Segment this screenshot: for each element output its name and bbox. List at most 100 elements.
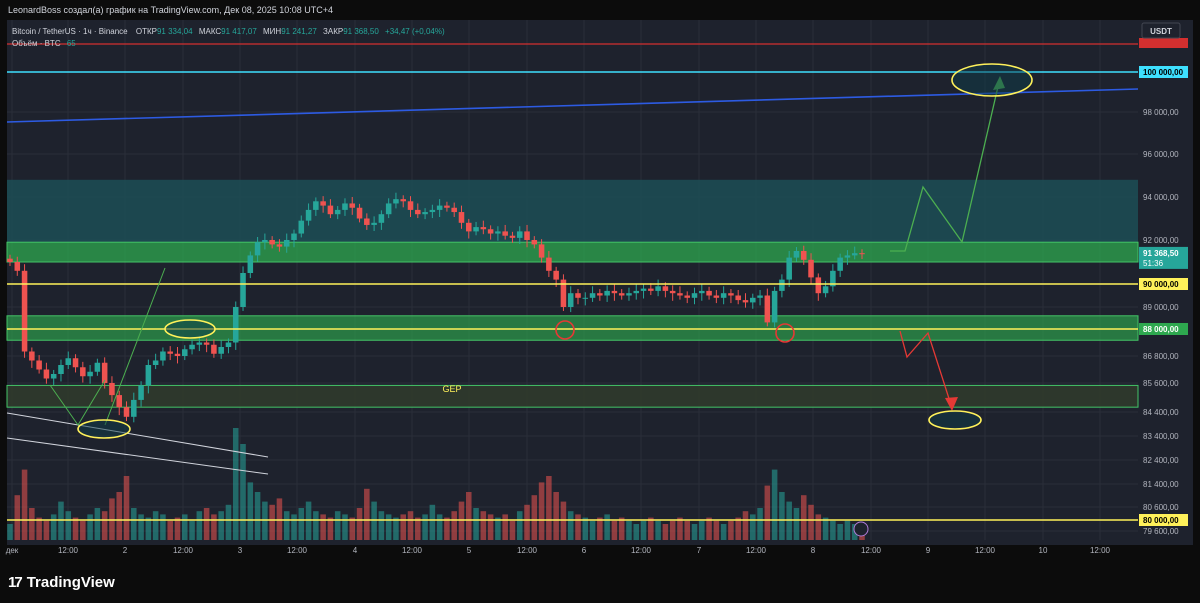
price-tag-88000: 88 000,00 [1143, 325, 1179, 334]
price-tick-label: 94 000,00 [1143, 193, 1179, 202]
volume-bar [87, 514, 93, 540]
volume-bar [400, 514, 406, 540]
price-tick-label: 84 400,00 [1143, 408, 1179, 417]
candle-body [152, 360, 159, 365]
volume-bar [648, 517, 654, 540]
candle-body [531, 240, 538, 245]
volume-bar [218, 511, 224, 540]
candle-body [830, 270, 836, 287]
zone-gap [6, 384, 1139, 408]
volume-bar [152, 511, 159, 540]
volume-bar [473, 508, 479, 540]
price-tag-100000-bg [1139, 66, 1188, 78]
candle-body [713, 295, 720, 298]
trendline-blue [6, 88, 1139, 123]
time-tick-label: 10 [1039, 546, 1048, 555]
candle-body [444, 205, 450, 208]
candle-body [393, 199, 399, 204]
legend-close-value: 91 368,50 [343, 27, 379, 36]
candle-body [480, 227, 487, 230]
volume-bar [247, 482, 254, 540]
volume-bar [626, 520, 632, 540]
volume-bar [684, 520, 690, 540]
volume-bar [764, 485, 771, 540]
candle-body [232, 307, 239, 343]
volume-bar [640, 520, 647, 540]
price-axis[interactable]: 79 600,00 80 000,00 80 600,00 81 400,00 82 4… [1139, 38, 1188, 536]
tradingview-logo[interactable]: 17 TradingView [8, 572, 115, 592]
candle-body [597, 293, 603, 296]
svg-text:Объём · BTC 65: Объём · BTC 65 [12, 39, 76, 48]
candle-body [269, 240, 275, 245]
time-tick-label: 5 [467, 546, 472, 555]
candle-body [80, 367, 86, 377]
legend-change: +34,47 (+0,04%) [385, 27, 445, 36]
candle-body [262, 240, 268, 243]
candle-body [50, 374, 57, 379]
candle-body [720, 293, 727, 298]
candle-body [254, 242, 261, 256]
volume-bar [487, 514, 494, 540]
volume-bar [7, 524, 13, 540]
chart-title: LeonardBoss создал(а) график на TradingV… [8, 5, 334, 15]
legend-high-value: 91 417,07 [221, 27, 257, 36]
price-tick-label: 86 800,00 [1143, 352, 1179, 361]
candle-body [509, 235, 516, 238]
volume-bar [43, 520, 50, 540]
volume-bar [830, 520, 836, 540]
candle-body [415, 209, 421, 215]
volume-bar [269, 504, 275, 540]
candle-body [786, 257, 792, 280]
volume-bar [662, 524, 669, 540]
price-tick-label: 81 400,00 [1143, 480, 1179, 489]
legend-volume-value: 65 [67, 39, 76, 48]
volume-bar [116, 492, 122, 540]
candle-body [611, 290, 618, 294]
candle-body [123, 407, 130, 417]
legend: Bitcoin / TetherUS · 1ч · Binance ОТКР91… [12, 27, 445, 48]
volume-bar [844, 520, 851, 540]
volume-bar [429, 504, 436, 540]
time-tick-label: 6 [582, 546, 587, 555]
candle-body [7, 258, 13, 262]
candle-body [225, 342, 232, 347]
volume-bar [757, 508, 763, 540]
candle-body [364, 218, 370, 225]
volume-bar [633, 524, 640, 540]
candle-body [706, 290, 712, 296]
event-marker [853, 521, 869, 537]
currency-badge[interactable]: USDT [1141, 22, 1181, 39]
candle-body [305, 209, 312, 221]
time-tick-label: 9 [926, 546, 931, 555]
highlight-ellipse [164, 319, 216, 339]
volume-bar [422, 514, 428, 540]
price-tag-80000: 80 000,00 [1143, 516, 1179, 525]
time-axis[interactable]: дек 12:00 2 12:00 3 12:00 4 12:00 5 12:00 6 12:00 7 1… [6, 546, 1111, 555]
volume-bar [604, 514, 610, 540]
volume-bar [65, 511, 72, 540]
candle-body [735, 295, 741, 301]
price-tick-label: 80 600,00 [1143, 503, 1179, 512]
candle-body [538, 244, 545, 258]
candle-body [633, 290, 640, 294]
price-tick-label: 89 000,00 [1143, 303, 1179, 312]
candle-body [72, 358, 79, 368]
tradingview-logo-icon: 17 [8, 573, 23, 591]
volume-bar [14, 495, 21, 540]
candle-body [109, 383, 115, 396]
candle-body [495, 231, 501, 234]
volume-bar [466, 492, 472, 540]
candle-body [560, 279, 567, 307]
candle-body [640, 288, 647, 291]
svg-text:USDT: USDT [1150, 27, 1172, 36]
candle-body [378, 214, 385, 223]
arrow-head-red [945, 397, 958, 411]
volume-bar [211, 514, 217, 540]
candle-body [458, 212, 465, 223]
price-tag-countdown: 51:36 [1143, 259, 1164, 268]
candle-body [349, 203, 356, 208]
volume-bar [138, 514, 144, 540]
candle-body [247, 255, 254, 273]
volume-bar [444, 517, 450, 540]
